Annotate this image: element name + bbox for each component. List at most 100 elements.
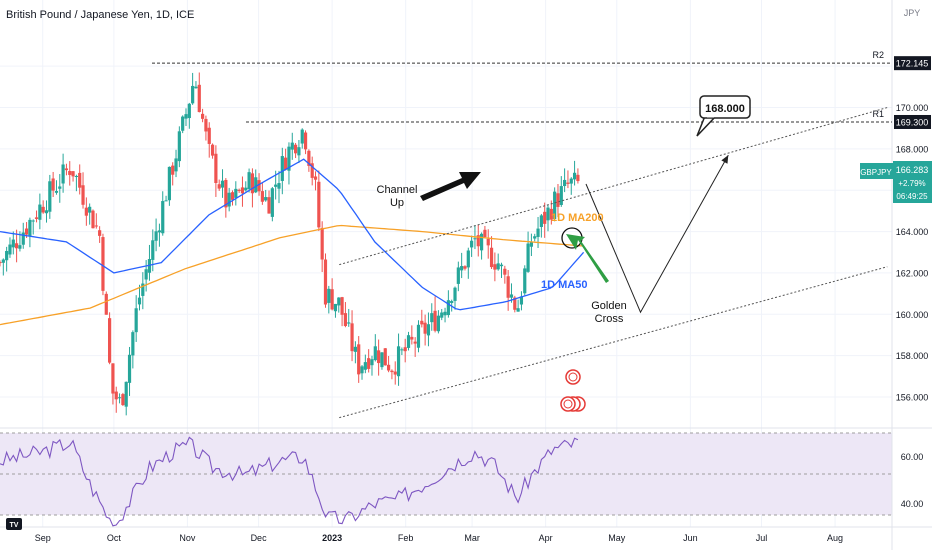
candle-body: [48, 181, 52, 212]
levels: R2 R1: [152, 50, 892, 123]
candle-body: [11, 239, 15, 248]
candle-body: [147, 259, 152, 273]
candle-body: [360, 366, 364, 374]
candle-body: [38, 204, 42, 220]
candle-body: [64, 168, 69, 171]
channel-arrow: [420, 172, 481, 201]
time-tick-label: Sep: [35, 533, 51, 543]
candle-body: [509, 294, 514, 298]
candle-body: [207, 127, 211, 144]
candle-body: [61, 164, 65, 184]
candle-body: [144, 269, 148, 280]
candle-body: [137, 297, 142, 305]
level-label-r2: R2: [872, 50, 884, 60]
price-tick-label: 162.000: [896, 268, 929, 278]
level-tag-r1: 169.300: [896, 117, 929, 127]
candle-body: [436, 315, 441, 332]
candle-body: [320, 227, 324, 260]
candle-body: [257, 180, 261, 192]
candle-body: [347, 322, 351, 324]
candle-body: [363, 362, 367, 370]
candle-body: [400, 349, 404, 351]
candle-body: [503, 268, 507, 275]
ma200-line: [0, 224, 584, 326]
candle-body: [88, 206, 92, 213]
candle-body: [217, 184, 221, 189]
candle-body: [71, 171, 75, 177]
candle-body: [121, 394, 125, 406]
candle-body: [131, 332, 135, 356]
candle-body: [536, 228, 540, 237]
event-icon[interactable]: [565, 369, 581, 385]
target-label: 168.000: [705, 103, 745, 115]
candle-body: [466, 250, 470, 268]
level-label-r1: R1: [872, 109, 884, 119]
candle-body: [546, 207, 550, 221]
candle-body: [357, 344, 361, 375]
channel-label-line1: Channel: [377, 184, 418, 196]
candle-body: [353, 346, 357, 352]
candle-body: [24, 228, 29, 235]
event-icon[interactable]: [560, 396, 576, 412]
price-tick-label: 170.000: [896, 103, 929, 113]
tradingview-logo: TV: [6, 518, 22, 530]
candle-body: [124, 381, 128, 407]
candle-body: [94, 225, 98, 227]
candle-body: [74, 175, 78, 177]
candle-body: [78, 172, 82, 188]
candle-body: [506, 276, 510, 298]
price-axis-unit: JPY: [904, 8, 921, 18]
candle-body: [197, 84, 201, 113]
candle-body: [141, 283, 145, 296]
candle-body: [28, 219, 32, 237]
projection-arrowhead: [721, 155, 729, 164]
time-tick-label: Nov: [179, 533, 196, 543]
candle-body: [373, 346, 377, 361]
candle-body: [476, 235, 480, 247]
candle-body: [367, 358, 371, 369]
candle-body: [526, 243, 530, 272]
symbol-title[interactable]: British Pound / Japanese Yen, 1D, ICE: [6, 9, 194, 21]
candle-body: [91, 210, 95, 229]
target-callout-box: [699, 95, 751, 119]
candle-body: [58, 186, 62, 189]
last-price-ticker: GBPJPY: [860, 168, 892, 177]
golden-cross-label-line1: Golden: [591, 300, 626, 312]
candle-body: [327, 288, 331, 303]
price-tick-label: 164.000: [896, 227, 929, 237]
candle-body: [237, 189, 241, 191]
channel-lower-line: [339, 266, 888, 419]
channel-label-line2: Up: [390, 197, 404, 209]
candle-body: [244, 187, 248, 191]
candle-body: [426, 324, 431, 336]
candle-body: [456, 267, 460, 284]
candle-body: [267, 197, 271, 214]
candle-body: [396, 346, 401, 377]
candle-body: [21, 232, 25, 245]
candle-body: [307, 150, 311, 166]
time-tick-label: Jun: [683, 533, 698, 543]
last-price-tag: GBPJPY 166.283 +2.79% 06:49:25: [860, 161, 932, 203]
candle-body: [81, 185, 85, 205]
candle-body: [413, 341, 417, 344]
candle-body: [523, 268, 527, 294]
candle-body: [330, 289, 334, 310]
candle-body: [513, 297, 517, 310]
projection-path: [585, 154, 729, 314]
candle-body: [44, 210, 49, 214]
candle-body: [111, 363, 115, 394]
candle-body: [393, 371, 397, 375]
candle-body: [5, 250, 9, 261]
candle-body: [430, 313, 434, 323]
channel-upper-line: [339, 107, 888, 266]
candle-body: [553, 191, 557, 220]
candle-body: [227, 192, 231, 207]
candle-body: [200, 113, 205, 119]
candle-body: [533, 236, 537, 239]
candle-body: [101, 237, 105, 291]
earnings-event-icons[interactable]: [560, 369, 586, 412]
target-callout[interactable]: 168.000: [696, 95, 751, 137]
candle-body: [493, 264, 497, 270]
